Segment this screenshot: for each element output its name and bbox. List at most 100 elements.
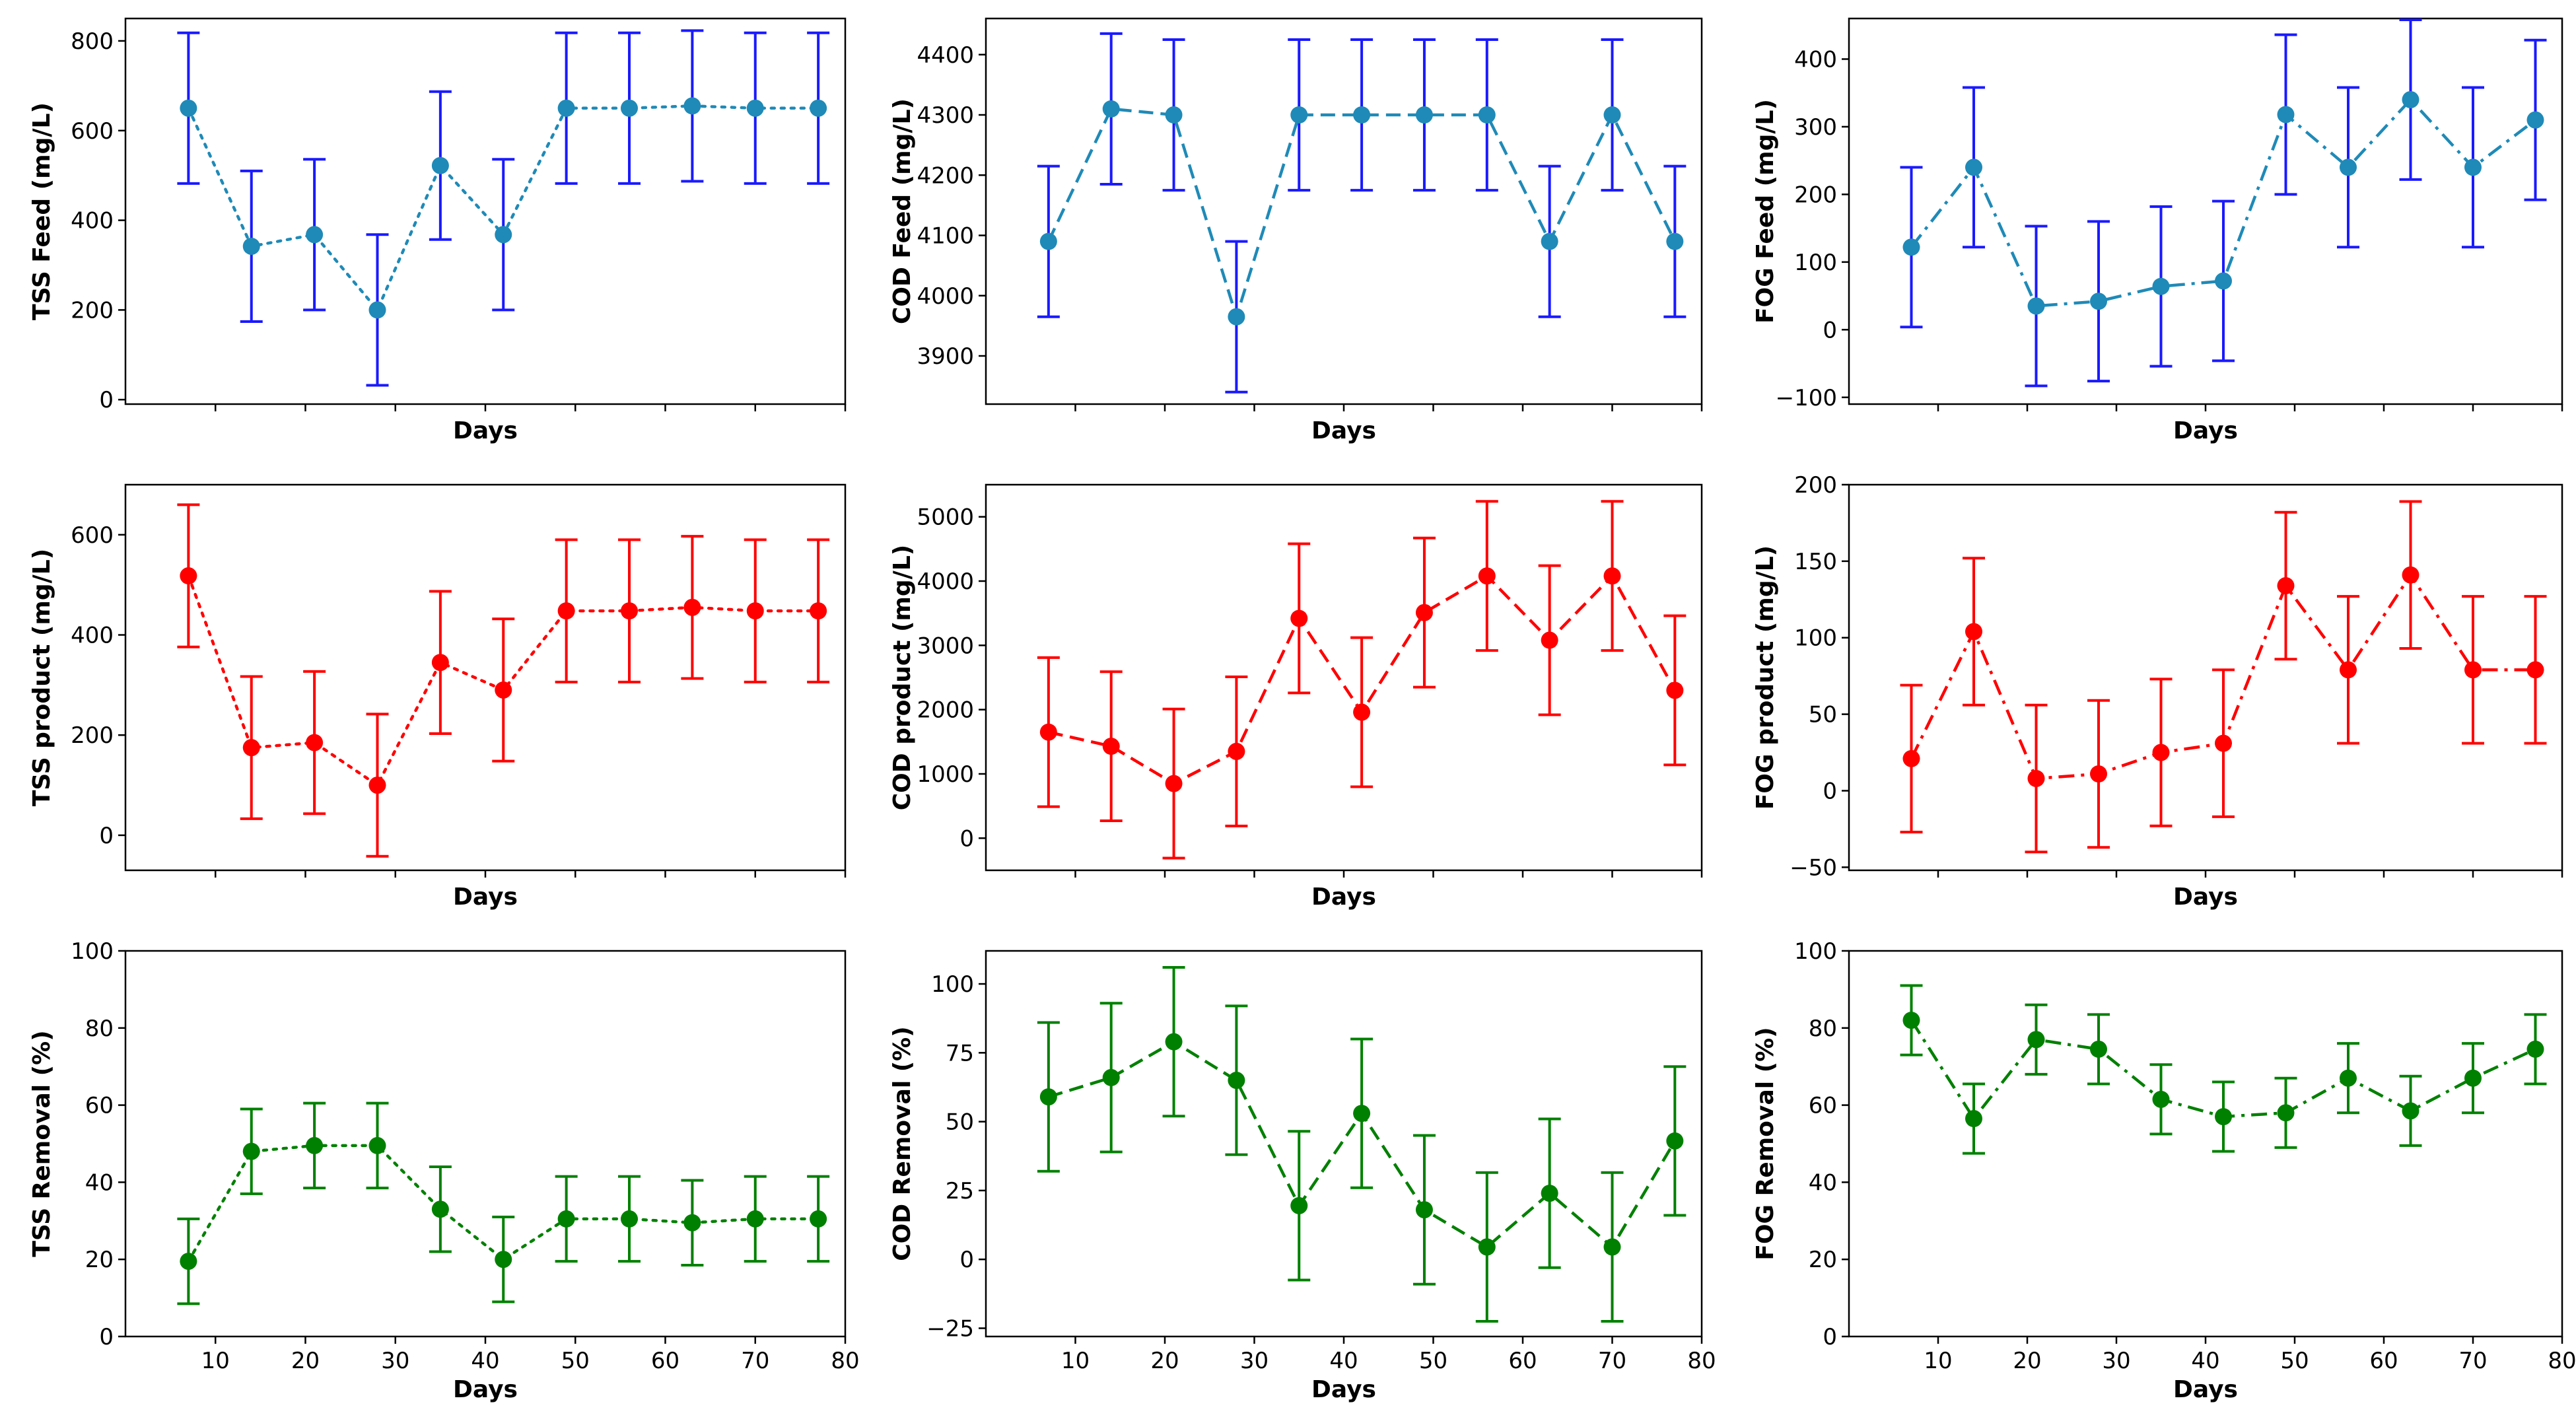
data-point	[1353, 703, 1371, 721]
x-tick-label: 60	[1508, 1348, 1537, 1374]
data-point	[1290, 106, 1308, 123]
x-axis-label: Days	[2173, 1376, 2238, 1403]
y-tick-label: 3900	[917, 343, 974, 370]
data-point	[1228, 308, 1245, 326]
data-point	[495, 1251, 512, 1268]
data-point	[431, 1200, 449, 1218]
data-point	[306, 226, 324, 244]
y-tick-label: 400	[1794, 46, 1837, 73]
data-point	[1102, 1068, 1120, 1086]
data-point	[557, 99, 575, 117]
y-tick-label: 4100	[917, 223, 974, 250]
x-tick-label: 30	[381, 1348, 409, 1374]
x-tick-label: 80	[2548, 1348, 2576, 1374]
data-point	[621, 602, 638, 620]
x-tick-label: 20	[291, 1348, 320, 1374]
data-point	[1165, 1033, 1183, 1051]
y-tick-label: 50	[1809, 702, 1837, 728]
plot-frame	[985, 17, 1703, 405]
data-point	[1603, 567, 1621, 585]
data-point	[368, 777, 386, 794]
data-point	[810, 99, 827, 117]
plot-frame	[985, 483, 1703, 872]
y-tick-label: −50	[1790, 854, 1837, 881]
x-tick-label: 70	[2458, 1348, 2487, 1374]
y-tick-label: 200	[71, 297, 114, 324]
y-tick-label: 0	[959, 825, 974, 852]
data-point	[557, 1210, 575, 1228]
y-axis-label: TSS product (mg/L)	[28, 549, 55, 806]
data-point	[306, 1136, 324, 1154]
data-point	[1965, 623, 1982, 641]
y-tick-label: 1000	[917, 761, 974, 788]
data-point	[2464, 1069, 2482, 1087]
x-tick-label: 80	[831, 1348, 859, 1374]
data-point	[1102, 738, 1120, 755]
y-tick-label: 200	[71, 722, 114, 749]
plot-frame	[124, 483, 847, 872]
x-axis-label: Days	[2173, 417, 2238, 444]
data-point	[1165, 106, 1183, 123]
data-point	[2340, 158, 2357, 176]
y-tick-label: −100	[1776, 385, 1837, 411]
data-point	[2402, 90, 2419, 108]
y-tick-label: 40	[1809, 1169, 1837, 1196]
y-axis-label: COD Removal (%)	[889, 1026, 916, 1261]
y-tick-label: 300	[1794, 114, 1837, 141]
data-point	[242, 1142, 260, 1160]
data-point	[2526, 1040, 2544, 1058]
y-tick-label: 20	[1809, 1247, 1837, 1273]
x-tick-label: 60	[2369, 1348, 2398, 1374]
data-point	[557, 602, 575, 620]
x-tick-label: 80	[1687, 1348, 1716, 1374]
series-line	[187, 1144, 820, 1263]
data-point	[1965, 1110, 1982, 1128]
y-tick-label: 0	[99, 823, 114, 849]
data-point	[1603, 1238, 1621, 1256]
data-point	[1039, 723, 1057, 741]
plot-frame	[985, 950, 1703, 1338]
y-tick-label: 20	[85, 1247, 114, 1273]
data-point	[1666, 1132, 1684, 1150]
plot-frame	[1848, 950, 2563, 1338]
plot-frame	[124, 17, 847, 405]
data-point	[1290, 1197, 1308, 1214]
data-point	[746, 99, 764, 117]
y-axis-label: FOG Feed (mg/L)	[1752, 99, 1779, 324]
y-tick-label: 50	[946, 1109, 974, 1136]
data-point	[683, 1214, 701, 1232]
x-axis-label: Days	[2173, 884, 2238, 911]
data-point	[2464, 661, 2482, 679]
data-point	[2090, 1040, 2107, 1058]
y-tick-label: 800	[71, 28, 114, 55]
data-point	[621, 99, 638, 117]
data-point	[2027, 297, 2045, 315]
data-point	[2402, 566, 2419, 584]
y-tick-label: 400	[71, 623, 114, 649]
data-point	[1415, 604, 1433, 621]
y-tick-label: 0	[99, 387, 114, 413]
data-point	[1039, 1088, 1057, 1106]
y-tick-label: 150	[1794, 549, 1837, 575]
panel-fog-removal: 0 20 40 60 80 100 10 20 30 40 50 60 70 80 Days FOG Remo…	[1752, 938, 2576, 1403]
plot-frame	[1848, 17, 2563, 405]
data-point	[368, 301, 386, 319]
y-tick-label: 0	[99, 1324, 114, 1350]
data-point	[1541, 631, 1558, 649]
x-axis-label: Days	[453, 884, 518, 911]
data-point	[306, 734, 324, 751]
x-tick-label: 40	[471, 1348, 499, 1374]
x-tick-label: 70	[1598, 1348, 1626, 1374]
y-axis-label: COD Feed (mg/L)	[889, 98, 916, 324]
x-tick-label: 60	[651, 1348, 679, 1374]
data-point	[1165, 775, 1183, 792]
data-point	[1541, 232, 1558, 250]
data-point	[2090, 765, 2107, 782]
data-point	[683, 598, 701, 616]
panel-tss-product: 0 200 400 600 Days TSS product (mg/L)	[28, 483, 847, 911]
x-tick-label: 20	[1150, 1348, 1179, 1374]
data-point	[1541, 1185, 1558, 1202]
data-point	[2215, 1108, 2232, 1126]
data-point	[1415, 106, 1433, 123]
